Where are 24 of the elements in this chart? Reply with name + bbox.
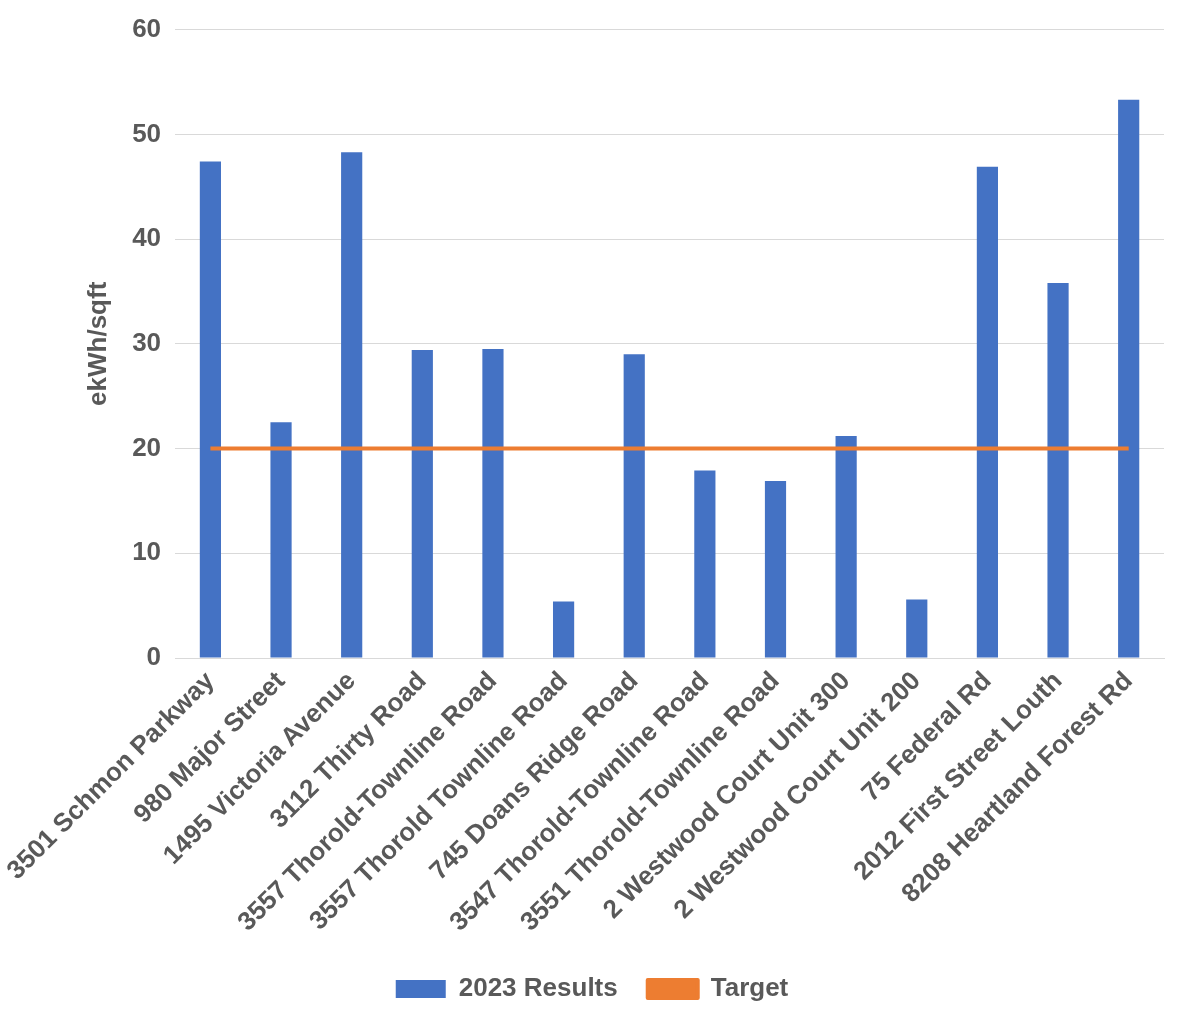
bar [270, 422, 292, 658]
y-tick-label: 10 [132, 536, 162, 567]
y-tick-label: 50 [132, 117, 162, 148]
legend-label: 2023 Results [458, 972, 618, 1003]
bar [1118, 99, 1140, 658]
y-tick-label: 20 [132, 431, 162, 462]
y-tick-label: 30 [132, 326, 162, 357]
y-axis-title: ekWh/sqft [81, 281, 112, 406]
bar [906, 599, 928, 658]
y-tick-label: 0 [146, 641, 162, 672]
y-tick-label: 60 [132, 12, 162, 43]
bar [976, 166, 998, 658]
bar [764, 481, 787, 658]
bar [623, 354, 645, 658]
y-tick-label: 40 [132, 222, 162, 253]
bar [835, 435, 857, 658]
bar [482, 349, 504, 658]
bar [411, 350, 433, 658]
bar [199, 161, 221, 658]
bar [341, 152, 363, 658]
bar [694, 470, 716, 658]
bar [552, 601, 575, 658]
legend-label: Target [710, 972, 789, 1003]
bar [1047, 283, 1069, 658]
